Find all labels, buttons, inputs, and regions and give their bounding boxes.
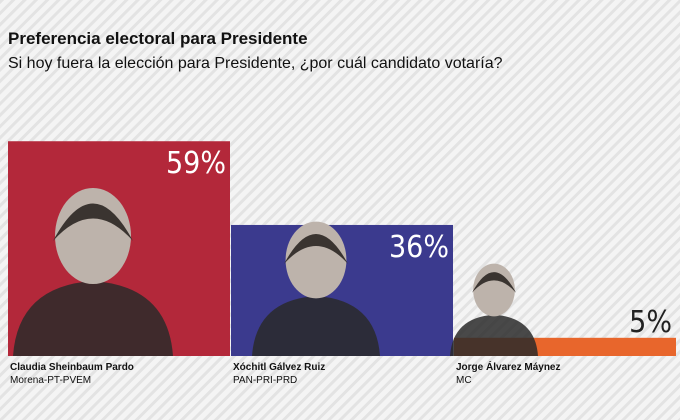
portrait-head [473, 263, 515, 317]
chart-subtitle: Si hoy fuera la elección para Presidente… [8, 55, 503, 72]
portrait-hair [284, 234, 348, 264]
portrait-head [285, 221, 347, 299]
portrait-body [252, 296, 380, 356]
portrait-body [450, 314, 538, 356]
chart-title: Preferencia electoral para Presidente [8, 29, 308, 48]
portrait-body [13, 281, 173, 356]
category-label: Jorge Álvarez Máynez [456, 360, 561, 373]
portrait-hair [53, 203, 133, 241]
value-label: 59% [166, 146, 226, 181]
category-label: Xóchitl Gálvez Ruiz [233, 362, 325, 373]
portrait-head [55, 188, 131, 284]
portrait-hair [472, 272, 516, 293]
party-label: MC [456, 375, 472, 386]
category-label: Claudia Sheinbaum Pardo [10, 362, 134, 373]
value-label: 5% [629, 305, 672, 340]
party-label: Morena-PT-PVEM [10, 375, 91, 386]
party-label: PAN-PRI-PRD [233, 375, 297, 386]
value-label: 36% [389, 230, 449, 265]
